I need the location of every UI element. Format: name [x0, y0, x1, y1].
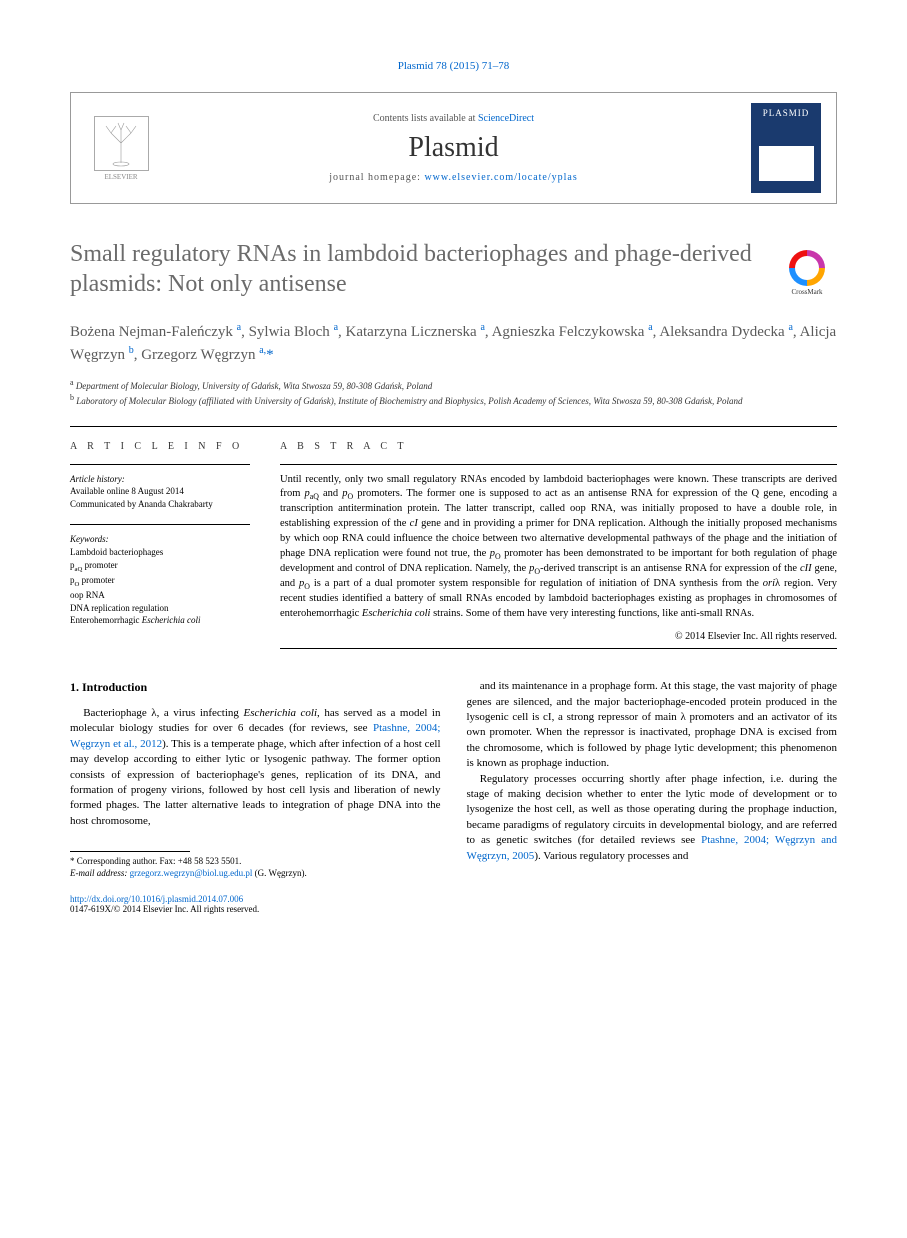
email-label: E-mail address:	[70, 868, 127, 878]
journal-name: Plasmid	[156, 132, 751, 164]
sciencedirect-link[interactable]: ScienceDirect	[478, 113, 534, 124]
corr-email-line: E-mail address: grzegorz.wegrzyn@biol.ug…	[70, 868, 441, 880]
info-divider-2	[70, 524, 250, 525]
history-line-1: Communicated by Ananda Chakrabarty	[70, 498, 250, 511]
info-divider-1	[70, 464, 250, 465]
journal-cover-thumb: PLASMID	[751, 103, 821, 193]
contents-line: Contents lists available at ScienceDirec…	[156, 113, 751, 124]
footnote-separator	[70, 851, 190, 852]
email-link[interactable]: grzegorz.wegrzyn@biol.ug.edu.pl	[130, 868, 253, 878]
contents-prefix: Contents lists available at	[373, 113, 478, 124]
abstract-text: Until recently, only two small regulator…	[280, 473, 837, 622]
journal-header: ELSEVIER Contents lists available at Sci…	[70, 92, 837, 204]
article-history-label: Article history:	[70, 473, 250, 486]
article-title: Small regulatory RNAs in lambdoid bacter…	[70, 239, 757, 299]
issn-line: 0147-619X/© 2014 Elsevier Inc. All right…	[70, 904, 837, 914]
homepage-link[interactable]: www.elsevier.com/locate/yplas	[424, 172, 577, 183]
history-line-0: Available online 8 August 2014	[70, 485, 250, 498]
article-info-heading: A R T I C L E I N F O	[70, 441, 250, 452]
doi-line: http://dx.doi.org/10.1016/j.plasmid.2014…	[70, 894, 837, 904]
elsevier-tree-icon	[94, 116, 149, 171]
homepage-prefix: journal homepage:	[329, 172, 424, 183]
abstract-column: A B S T R A C T Until recently, only two…	[280, 441, 837, 650]
article-info-column: A R T I C L E I N F O Article history: A…	[70, 441, 250, 650]
email-suffix: (G. Węgrzyn).	[255, 868, 307, 878]
homepage-line: journal homepage: www.elsevier.com/locat…	[156, 172, 751, 183]
corr-label: * Corresponding author. Fax: +48 58 523 …	[70, 856, 441, 868]
keywords-list: Lambdoid bacteriophagespaQ promoterpO pr…	[70, 546, 250, 627]
authors: Bożena Nejman-Faleńczyk a, Sylwia Bloch …	[70, 321, 837, 367]
body-column-right: and its maintenance in a prophage form. …	[467, 679, 838, 879]
divider-top	[70, 426, 837, 427]
cover-title: PLASMID	[763, 108, 810, 118]
journal-reference: Plasmid 78 (2015) 71–78	[70, 60, 837, 72]
abstract-divider	[280, 464, 837, 465]
abstract-copyright: © 2014 Elsevier Inc. All rights reserved…	[280, 631, 837, 642]
crossmark-label: CrossMark	[791, 288, 822, 296]
crossmark-icon	[789, 250, 825, 286]
affiliations: a Department of Molecular Biology, Unive…	[70, 377, 837, 408]
affiliation-a: a Department of Molecular Biology, Unive…	[70, 377, 837, 393]
elsevier-label: ELSEVIER	[104, 173, 137, 181]
body-columns: 1. Introduction Bacteriophage λ, a virus…	[70, 679, 837, 879]
affiliation-b: b Laboratory of Molecular Biology (affil…	[70, 392, 837, 408]
doi-link[interactable]: http://dx.doi.org/10.1016/j.plasmid.2014…	[70, 894, 243, 904]
body-column-left: 1. Introduction Bacteriophage λ, a virus…	[70, 679, 441, 879]
abstract-divider-bottom	[280, 648, 837, 649]
crossmark-badge[interactable]: CrossMark	[777, 243, 837, 303]
keywords-label: Keywords:	[70, 533, 250, 546]
body-p2: and its maintenance in a prophage form. …	[467, 679, 838, 771]
body-p3: Regulatory processes occurring shortly a…	[467, 772, 838, 864]
elsevier-logo: ELSEVIER	[86, 108, 156, 188]
corresponding-author: * Corresponding author. Fax: +48 58 523 …	[70, 856, 441, 879]
abstract-heading: A B S T R A C T	[280, 441, 837, 452]
body-p1: Bacteriophage λ, a virus infecting Esche…	[70, 706, 441, 829]
section-heading: 1. Introduction	[70, 679, 441, 696]
cover-image-placeholder	[759, 146, 814, 181]
